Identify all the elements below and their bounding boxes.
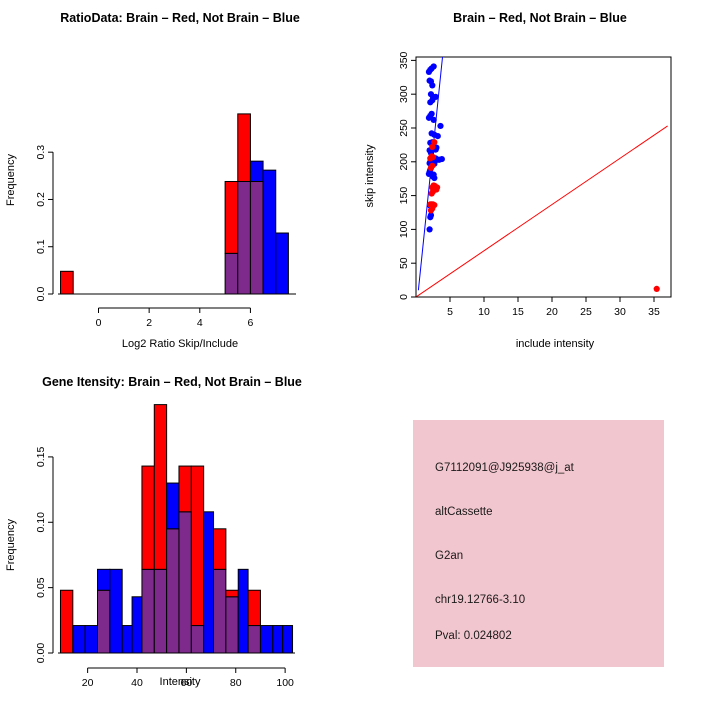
probe-id-text: G7112091@J925938@j_at bbox=[435, 462, 574, 474]
svg-text:20: 20 bbox=[82, 677, 94, 689]
locus-text: chr19.12766-3.10 bbox=[435, 594, 526, 606]
gene-intensity-svg: Gene Itensity: Brain – Red, Not Brain – … bbox=[5, 375, 302, 689]
svg-text:250: 250 bbox=[398, 119, 410, 137]
svg-text:100: 100 bbox=[398, 220, 410, 238]
svg-text:350: 350 bbox=[398, 51, 410, 69]
probe-info-box: G7112091@J925938@j_at altCassette G2an c… bbox=[413, 420, 664, 667]
gene-intensity-title: Gene Itensity: Brain – Red, Not Brain – … bbox=[42, 375, 302, 389]
svg-text:0.10: 0.10 bbox=[35, 512, 47, 533]
ratio-histogram-svg: RatioData: Brain – Red, Not Brain – Blue… bbox=[5, 11, 300, 350]
scatter-panel: Brain – Red, Not Brain – Blue 5 10 15 20 25 3… bbox=[360, 0, 720, 360]
svg-text:200: 200 bbox=[398, 153, 410, 171]
svg-text:300: 300 bbox=[398, 85, 410, 103]
gene-intensity-ylabel: Frequency bbox=[5, 519, 17, 571]
svg-text:35: 35 bbox=[648, 306, 660, 318]
gene-intensity-bars bbox=[58, 404, 295, 654]
ratio-histogram-axes: 0 2 4 6 0.0 0.1 0.2 0.3 bbox=[35, 145, 254, 329]
scatter-title: Brain – Red, Not Brain – Blue bbox=[453, 11, 627, 25]
svg-text:0.00: 0.00 bbox=[35, 643, 47, 664]
scatter-svg: Brain – Red, Not Brain – Blue 5 10 15 20 25 3… bbox=[364, 11, 672, 350]
svg-text:0.0: 0.0 bbox=[35, 287, 47, 302]
scatter-points bbox=[415, 56, 672, 298]
gene-intensity-axes: 20 40 60 80 100 0.00 0.05 0.10 0.15 bbox=[35, 447, 294, 689]
ratio-histogram-xlabel: Log2 Ratio Skip/Include bbox=[122, 338, 238, 350]
event-type-text: altCassette bbox=[435, 506, 493, 518]
svg-text:0.15: 0.15 bbox=[35, 447, 47, 468]
svg-text:0.2: 0.2 bbox=[35, 192, 47, 207]
svg-text:30: 30 bbox=[614, 306, 626, 318]
svg-text:6: 6 bbox=[248, 317, 254, 329]
pval-text: Pval: 0.024802 bbox=[435, 630, 512, 642]
svg-text:15: 15 bbox=[512, 306, 524, 318]
ratio-histogram-ylabel: Frequency bbox=[5, 154, 17, 206]
scatter-xlabel: include intensity bbox=[516, 338, 595, 350]
svg-text:10: 10 bbox=[478, 306, 490, 318]
svg-text:0.05: 0.05 bbox=[35, 577, 47, 598]
svg-text:40: 40 bbox=[131, 677, 143, 689]
info-panel: G7112091@J925938@j_at altCassette G2an c… bbox=[360, 360, 720, 720]
svg-text:5: 5 bbox=[447, 306, 453, 318]
gene-intensity-xlabel: Intensity bbox=[160, 676, 201, 688]
svg-text:80: 80 bbox=[230, 677, 242, 689]
svg-text:100: 100 bbox=[276, 677, 294, 689]
svg-text:0.3: 0.3 bbox=[35, 145, 47, 160]
svg-text:0: 0 bbox=[398, 294, 410, 300]
svg-text:60: 60 bbox=[181, 677, 193, 689]
svg-text:0.1: 0.1 bbox=[35, 239, 47, 254]
svg-text:25: 25 bbox=[580, 306, 592, 318]
ratio-histogram-panel: RatioData: Brain – Red, Not Brain – Blue… bbox=[0, 0, 360, 360]
svg-text:50: 50 bbox=[398, 257, 410, 269]
scatter-ylabel: skip intensity bbox=[364, 144, 376, 207]
svg-text:2: 2 bbox=[146, 317, 152, 329]
svg-text:0: 0 bbox=[96, 317, 102, 329]
svg-text:150: 150 bbox=[398, 187, 410, 205]
svg-text:4: 4 bbox=[197, 317, 203, 329]
gene-intensity-panel: Gene Itensity: Brain – Red, Not Brain – … bbox=[0, 360, 360, 720]
ratio-histogram-bars bbox=[58, 113, 296, 295]
ratio-histogram-title: RatioData: Brain – Red, Not Brain – Blue bbox=[60, 11, 300, 25]
gene-symbol-text: G2an bbox=[435, 550, 464, 562]
svg-text:20: 20 bbox=[546, 306, 558, 318]
